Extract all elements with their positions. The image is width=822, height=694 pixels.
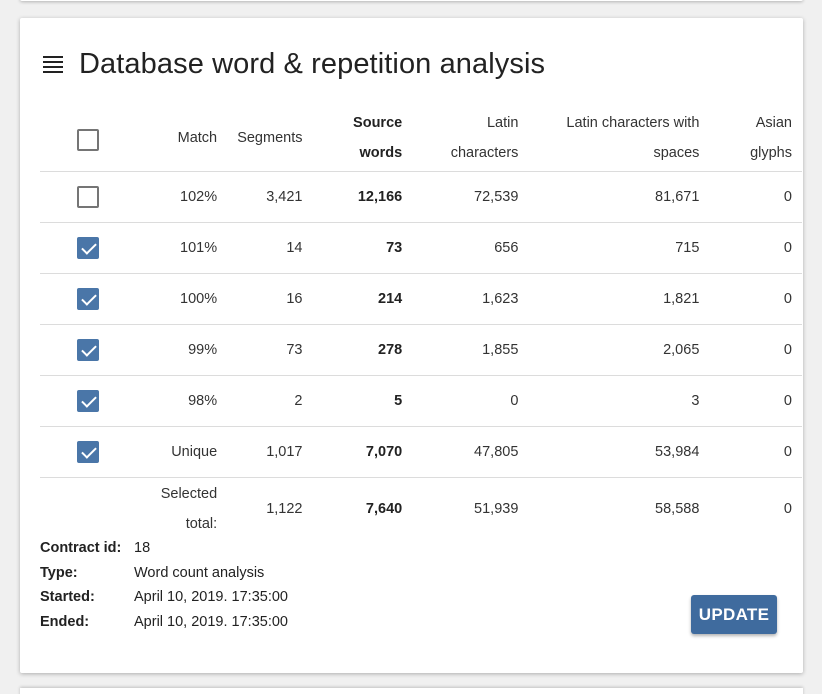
contract-row: Contract id: 18 [40, 536, 288, 561]
table-row: 100% 16 214 1,623 1,821 0 [40, 273, 802, 325]
row-latin-spaces: 2,065 [528, 324, 710, 376]
analysis-card: Database word & repetition analysis Matc… [20, 18, 803, 673]
table-header-row: Match Segments Source words Latin characte… [40, 108, 802, 172]
row-match: Unique [136, 426, 228, 478]
row-latin: 1,855 [412, 324, 529, 376]
select-all-cell [40, 108, 137, 172]
next-card [20, 688, 803, 694]
row-latin-spaces: 81,671 [528, 171, 710, 223]
row-asian: 0 [709, 273, 802, 325]
card-header: Database word & repetition analysis [43, 46, 545, 82]
table-row: 102% 3,421 12,166 72,539 81,671 0 [40, 171, 802, 223]
row-asian: 0 [709, 324, 802, 376]
row-checkbox[interactable] [77, 237, 100, 259]
row-source-words: 214 [312, 273, 413, 325]
row-checkbox[interactable] [77, 441, 100, 463]
contract-value: 18 [134, 540, 151, 557]
row-asian: 0 [709, 171, 802, 223]
analysis-table: Match Segments Source words Latin characte… [40, 108, 802, 540]
row-select-cell [40, 324, 137, 376]
row-latin: 0 [412, 375, 529, 427]
header-asian-glyphs: Asian glyphs [750, 115, 792, 161]
total-source-words: 7,640 [312, 477, 413, 540]
row-segments: 3,421 [227, 171, 313, 223]
row-latin: 72,539 [412, 171, 529, 223]
row-source-words: 278 [312, 324, 413, 376]
ended-value: April 10, 2019. 17:35:00 [134, 613, 288, 630]
row-checkbox[interactable] [77, 339, 100, 361]
row-source-words: 12,166 [312, 171, 413, 223]
total-asian: 0 [709, 477, 802, 540]
row-checkbox[interactable] [77, 186, 100, 208]
select-all-checkbox[interactable] [77, 128, 100, 151]
row-match: 101% [136, 222, 228, 274]
total-label: Selected total: [136, 477, 228, 540]
header-segments: Segments [237, 130, 303, 146]
header-match: Match [177, 130, 218, 146]
header-latin-characters-spaces: Latin characters with spaces [566, 115, 700, 161]
row-segments: 1,017 [227, 426, 313, 478]
table-row: 101% 14 73 656 715 0 [40, 222, 802, 274]
row-asian: 0 [709, 375, 802, 427]
row-select-cell [40, 273, 137, 325]
row-match: 99% [136, 324, 228, 376]
type-row: Type: Word count analysis [40, 561, 288, 586]
row-select-cell [40, 426, 137, 478]
started-row: Started: April 10, 2019. 17:35:00 [40, 585, 288, 610]
row-select-cell [40, 375, 137, 427]
total-segments: 1,122 [227, 477, 313, 540]
row-match: 98% [136, 375, 228, 427]
row-segments: 16 [227, 273, 313, 325]
selected-total-row: Selected total: 1,122 7,640 51,939 58,588… [40, 477, 802, 540]
type-label: Type: [40, 564, 78, 581]
row-asian: 0 [709, 222, 802, 274]
row-source-words: 7,070 [312, 426, 413, 478]
row-segments: 73 [227, 324, 313, 376]
row-latin: 1,623 [412, 273, 529, 325]
row-checkbox[interactable] [77, 390, 100, 412]
table-row: 99% 73 278 1,855 2,065 0 [40, 324, 802, 376]
total-latin: 51,939 [412, 477, 529, 540]
table-row: Unique 1,017 7,070 47,805 53,984 0 [40, 426, 802, 478]
row-source-words: 73 [312, 222, 413, 274]
header-source-words: Source words [353, 115, 403, 161]
ended-row: Ended: April 10, 2019. 17:35:00 [40, 610, 288, 635]
row-checkbox[interactable] [77, 288, 100, 310]
row-latin-spaces: 1,821 [528, 273, 710, 325]
started-value: April 10, 2019. 17:35:00 [134, 589, 288, 606]
contract-label: Contract id: [40, 540, 122, 557]
row-latin: 47,805 [412, 426, 529, 478]
ended-label: Ended: [40, 613, 90, 630]
menu-lines-icon [43, 52, 67, 76]
row-source-words: 5 [312, 375, 413, 427]
previous-card [20, 0, 803, 1]
row-select-cell [40, 222, 137, 274]
row-match: 102% [136, 171, 228, 223]
row-latin: 656 [412, 222, 529, 274]
row-latin-spaces: 715 [528, 222, 710, 274]
table-row: 98% 2 5 0 3 0 [40, 375, 802, 427]
row-latin-spaces: 53,984 [528, 426, 710, 478]
row-latin-spaces: 3 [528, 375, 710, 427]
page-title: Database word & repetition analysis [79, 47, 546, 80]
started-label: Started: [40, 589, 95, 606]
row-match: 100% [136, 273, 228, 325]
header-latin-characters: Latin characters [450, 115, 519, 161]
type-value: Word count analysis [134, 564, 265, 581]
analysis-info: Contract id: 18 Type: Word count analysi… [40, 536, 288, 634]
row-segments: 2 [227, 375, 313, 427]
update-button[interactable]: UPDATE [691, 595, 777, 634]
row-select-cell [40, 171, 137, 223]
total-latin-spaces: 58,588 [528, 477, 710, 540]
row-segments: 14 [227, 222, 313, 274]
row-asian: 0 [709, 426, 802, 478]
